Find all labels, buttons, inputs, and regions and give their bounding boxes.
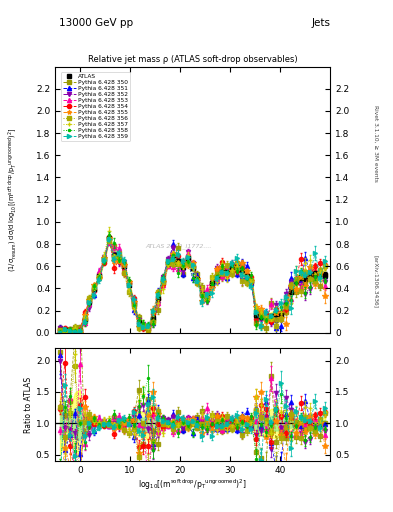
Y-axis label: Ratio to ATLAS: Ratio to ATLAS xyxy=(24,376,33,433)
Text: 13000 GeV pp: 13000 GeV pp xyxy=(59,18,133,28)
Legend: ATLAS, Pythia 6.428 350, Pythia 6.428 351, Pythia 6.428 352, Pythia 6.428 353, P: ATLAS, Pythia 6.428 350, Pythia 6.428 35… xyxy=(61,72,130,141)
X-axis label: log$_{10}$[(m$^{\rm soft\,drop}$/p$_{\rm T}$$^{\rm ungroomed}$)$^2$]: log$_{10}$[(m$^{\rm soft\,drop}$/p$_{\rm… xyxy=(138,477,247,492)
Text: Jets: Jets xyxy=(311,18,330,28)
Y-axis label: (1/σ$_{\rm resum}$) dσ/d log$_{10}$[(m$^{\rm soft\,drop}$/p$_T$$^{\rm ungroomed}: (1/σ$_{\rm resum}$) dσ/d log$_{10}$[(m$^… xyxy=(6,127,19,272)
Text: ATLAS 2019_I1772....: ATLAS 2019_I1772.... xyxy=(146,244,212,249)
Title: Relative jet mass ρ (ATLAS soft-drop observables): Relative jet mass ρ (ATLAS soft-drop obs… xyxy=(88,55,298,65)
Text: [arXiv:1306.3436]: [arXiv:1306.3436] xyxy=(373,255,378,308)
Text: Rivet 3.1.10, ≥ 3M events: Rivet 3.1.10, ≥ 3M events xyxy=(373,105,378,182)
